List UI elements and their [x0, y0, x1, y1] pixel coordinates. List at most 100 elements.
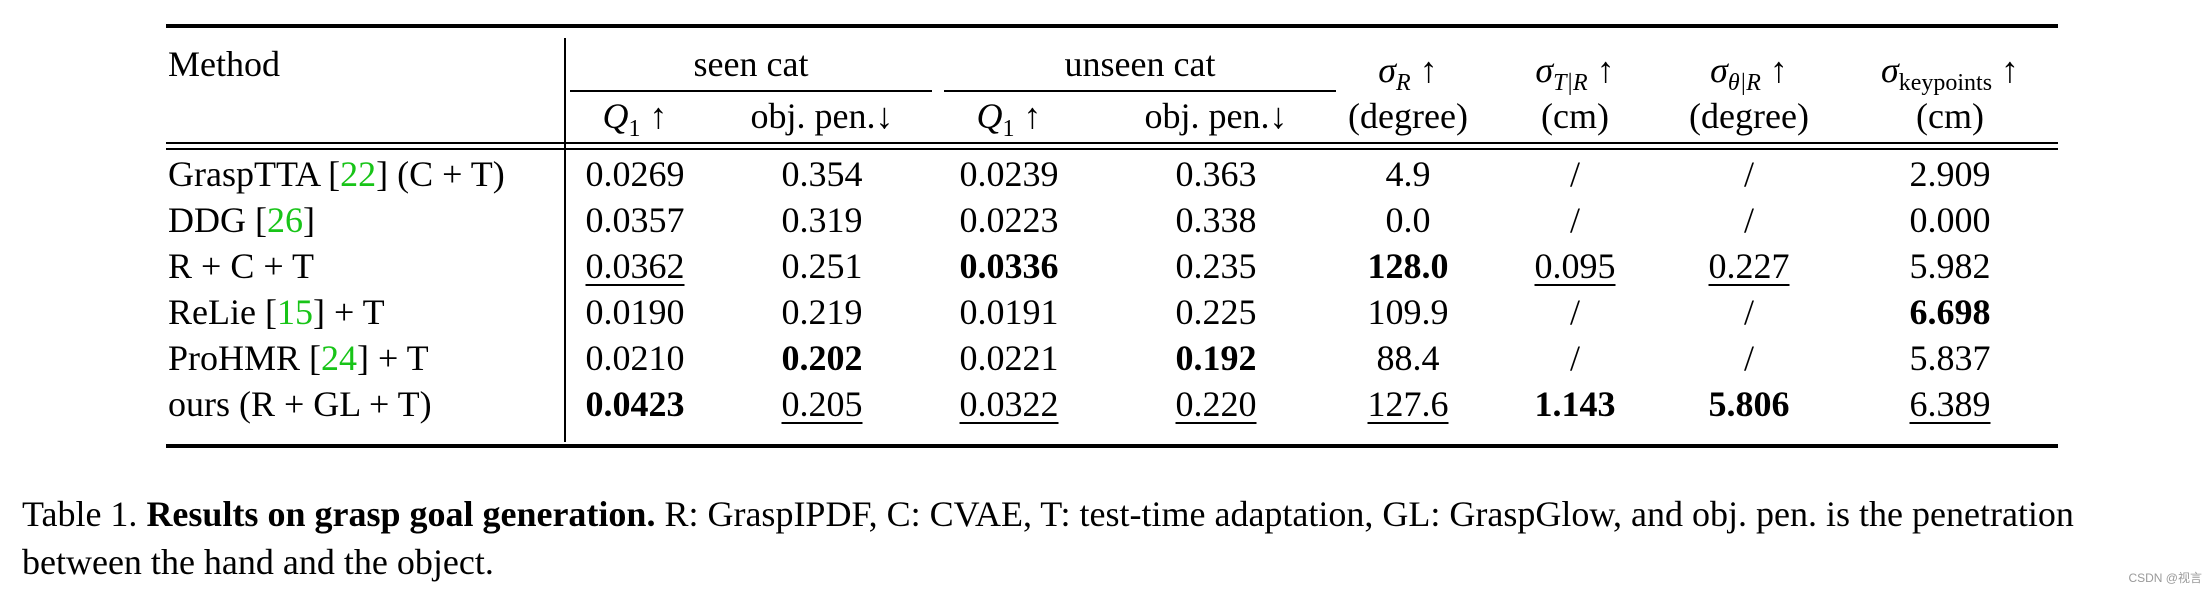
sigma-t-sub: T|R [1553, 70, 1588, 97]
cell-value: 0.219 [781, 292, 863, 332]
cell-sigma-t: / [1502, 336, 1648, 380]
header-unseen-cat: unseen cat [1064, 44, 1216, 84]
cite-bracket: ] [357, 338, 370, 378]
cell-unseen-objpen: 0.225 [1106, 290, 1326, 334]
cell-value: 0.0223 [959, 200, 1059, 240]
header-rule-1 [166, 142, 2058, 144]
table-bottom-rule [166, 444, 2058, 448]
cell-sigma-keypoints: 0.000 [1850, 198, 2050, 242]
cell-value: 4.9 [1385, 154, 1431, 194]
cell-value: 0.0191 [959, 292, 1059, 332]
header-seen-cat: seen cat [693, 44, 809, 84]
citation-link[interactable]: 24 [321, 338, 358, 378]
header-sigma-theta: σθ|R ↑ [1660, 48, 1838, 105]
method-label: ReLie [168, 292, 256, 332]
watermark: CSDN @视言 [2128, 571, 2202, 585]
cell-value: 0.192 [1175, 338, 1257, 378]
cell-unseen-objpen: 0.363 [1106, 152, 1326, 196]
cell-value: 0.0221 [959, 338, 1059, 378]
cell-value: / [1569, 338, 1580, 378]
cell-value: 128.0 [1367, 246, 1449, 286]
caption-label: Table 1. [22, 494, 138, 534]
cell-seen-objpen: 0.319 [714, 198, 930, 242]
cell-seen-q1: 0.0423 [570, 382, 700, 426]
cell-unseen-q1: 0.0191 [944, 290, 1074, 334]
cell-seen-q1: 0.0190 [570, 290, 700, 334]
cell-value: / [1743, 292, 1754, 332]
cite-bracket: [ [246, 200, 267, 240]
header-sigma-t-unit: (cm) [1541, 96, 1609, 136]
method-name: DDG [26] [168, 198, 315, 242]
cell-sigma-theta: / [1660, 152, 1838, 196]
sigma-symbol: σ [1710, 50, 1728, 90]
cite-bracket: [ [319, 154, 341, 194]
method-suffix: + T [324, 292, 385, 332]
header-sigma-keypoints: σkeypoints ↑ [1850, 48, 2050, 105]
cell-value: 0.338 [1175, 200, 1257, 240]
cell-value: 0.235 [1175, 246, 1257, 286]
cell-sigma-r: 0.0 [1326, 198, 1490, 242]
cite-bracket: [ [255, 292, 277, 332]
citation-link[interactable]: 22 [340, 154, 377, 194]
header-method: Method [168, 44, 280, 84]
cell-unseen-q1: 0.0239 [944, 152, 1074, 196]
q1-arrow: ↑ [1023, 96, 1042, 136]
cell-value: 0.0357 [585, 200, 685, 240]
cell-value: 0.0423 [585, 384, 685, 424]
sigma-symbol: σ [1378, 50, 1397, 90]
cell-value: 127.6 [1367, 384, 1449, 424]
cell-value: 0.227 [1708, 246, 1790, 286]
cell-value: 88.4 [1376, 338, 1440, 378]
cell-sigma-r: 127.6 [1326, 382, 1490, 426]
cell-sigma-theta: / [1660, 290, 1838, 334]
citation-link[interactable]: 15 [276, 292, 313, 332]
caption-body: R: GraspIPDF, C: CVAE, T: test-time adap… [22, 494, 2074, 582]
cell-sigma-t: / [1502, 198, 1648, 242]
cell-value: 0.0336 [959, 246, 1059, 286]
cell-value: 0.000 [1909, 200, 1991, 240]
cell-sigma-theta: / [1660, 198, 1838, 242]
arrow-up: ↑ [2001, 50, 2020, 90]
cite-bracket: ] [312, 292, 325, 332]
cell-value: 0.205 [781, 384, 863, 424]
cite-bracket: ] [376, 154, 389, 194]
cite-bracket: ] [303, 200, 315, 240]
header-sigma-r-unit: (degree) [1348, 96, 1468, 136]
method-suffix: (C + T) [388, 154, 505, 194]
cell-unseen-q1: 0.0322 [944, 382, 1074, 426]
cell-sigma-keypoints: 6.698 [1850, 290, 2050, 334]
q1-sub: 1 [1002, 116, 1015, 143]
sigma-r-sub: R [1396, 70, 1411, 97]
header-sigma-keypoints-unit: (cm) [1916, 96, 1984, 136]
cell-value: 5.982 [1909, 246, 1991, 286]
method-name: ReLie [15] + T [168, 290, 385, 334]
method-label: ours (R + GL + T) [168, 384, 432, 424]
cell-value: 109.9 [1367, 292, 1449, 332]
cite-bracket: [ [300, 338, 322, 378]
cell-value: 0.0210 [585, 338, 685, 378]
table-top-rule [166, 24, 2058, 28]
citation-link[interactable]: 26 [267, 200, 303, 240]
cell-seen-q1: 0.0357 [570, 198, 700, 242]
cell-value: / [1569, 200, 1580, 240]
cell-value: 0.095 [1534, 246, 1616, 286]
q1-symbol: Q [602, 96, 629, 136]
sigma-symbol: σ [1880, 50, 1899, 90]
header-rule-2 [166, 148, 2058, 150]
cell-value: 0.225 [1175, 292, 1257, 332]
cell-value: 0.0190 [585, 292, 685, 332]
table-caption: Table 1. Results on grasp goal generatio… [22, 490, 2202, 586]
q1-arrow: ↑ [649, 96, 668, 136]
cell-sigma-t: / [1502, 290, 1648, 334]
method-divider [564, 38, 566, 442]
method-name: ProHMR [24] + T [168, 336, 429, 380]
cell-sigma-theta: 0.227 [1660, 244, 1838, 288]
cell-unseen-objpen: 0.220 [1106, 382, 1326, 426]
method-name: ours (R + GL + T) [168, 382, 432, 426]
cell-seen-objpen: 0.251 [714, 244, 930, 288]
sigma-keypoints-sub: keypoints [1898, 70, 1993, 97]
cell-sigma-keypoints: 6.389 [1850, 382, 2050, 426]
method-suffix: + T [369, 338, 429, 378]
cell-value: 0.220 [1175, 384, 1257, 424]
method-label: R + C + T [168, 246, 314, 286]
